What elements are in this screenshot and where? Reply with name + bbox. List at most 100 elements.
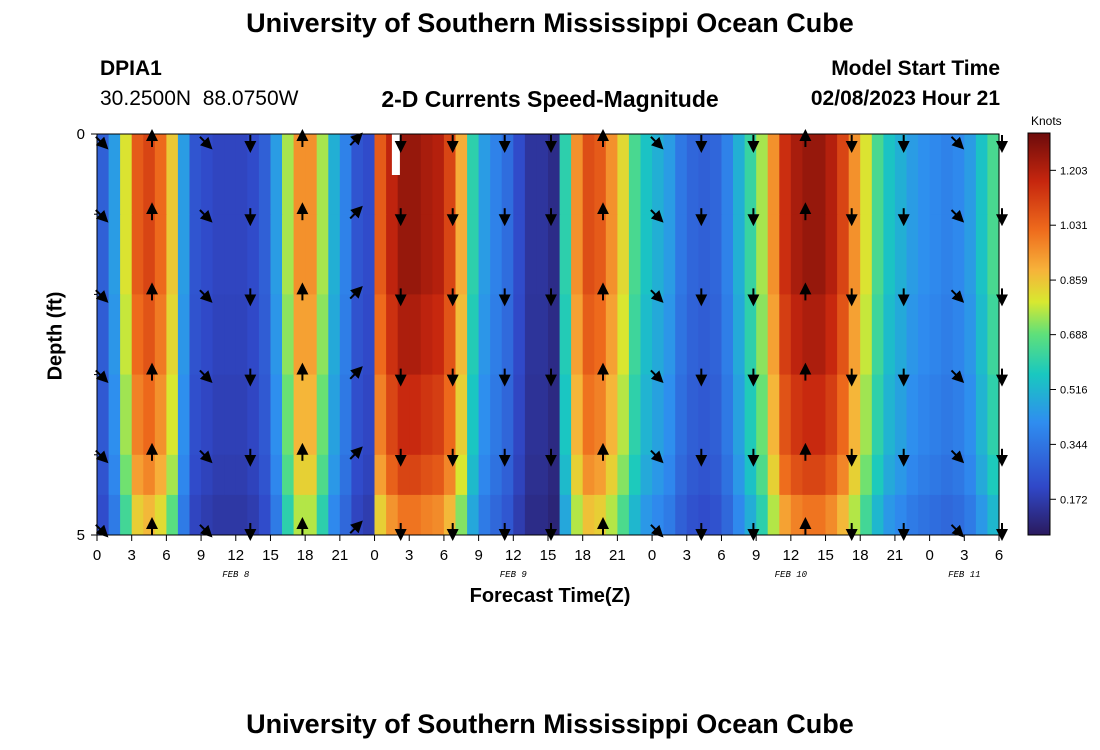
heatmap-cell (617, 374, 630, 456)
heatmap-cell (686, 214, 699, 295)
heatmap-cell (374, 214, 387, 295)
x-axis-label: Forecast Time(Z) (469, 585, 631, 607)
heatmap-cell (293, 454, 306, 496)
current-arrow (950, 289, 965, 303)
heatmap-cell (964, 454, 977, 496)
heatmap-cell (328, 294, 341, 375)
x-tick-label: 9 (474, 547, 482, 564)
date-label: FEB 10 (774, 570, 808, 580)
heatmap-cell (258, 454, 272, 496)
heatmap-cell (363, 294, 376, 375)
x-tick-label: 15 (540, 547, 557, 564)
heatmap-cell (952, 214, 965, 295)
heatmap-cell (860, 494, 873, 536)
heatmap-cell (177, 294, 191, 375)
x-tick-label: 15 (262, 547, 279, 564)
current-arrow (349, 520, 363, 534)
heatmap-cell (814, 494, 827, 536)
heatmap-cell (594, 454, 607, 496)
heatmap-cell (790, 134, 803, 215)
heatmap-cell (663, 294, 676, 375)
heatmap-cell (524, 454, 538, 496)
heatmap-cell (120, 454, 133, 496)
heatmap-cell (975, 294, 989, 375)
heatmap-cell (733, 134, 746, 215)
x-tick-label: 3 (405, 547, 413, 564)
heatmap-cell (282, 134, 295, 215)
heatmap-cell (825, 134, 838, 215)
heatmap-cell (97, 454, 110, 496)
heatmap-cell (432, 454, 445, 496)
heatmap-cell (293, 494, 306, 536)
heatmap-cell (293, 134, 306, 215)
x-tick-label: 0 (370, 547, 378, 564)
heatmap-cell (328, 454, 341, 496)
heatmap-cell (883, 494, 896, 536)
heatmap-cell (235, 494, 248, 536)
heatmap-cell (524, 134, 538, 215)
heatmap-cell (97, 494, 110, 536)
heatmap-cell (790, 454, 803, 496)
current-speed-chart: 05 0 3 6 9 12 15 18 21 0 3 6 9 12 15 18 21 0 3 6 9 12 15 18 21 0… (77, 126, 1088, 564)
current-arrow (950, 369, 965, 384)
heatmap-cell (733, 374, 746, 456)
heatmap-cell (837, 454, 850, 496)
heatmap-cell (709, 214, 723, 295)
heatmap-cell (952, 494, 965, 536)
heatmap-cell (744, 454, 757, 496)
current-arrow (349, 132, 363, 146)
heatmap-cell (490, 494, 503, 536)
heatmap-cell (663, 494, 676, 536)
heatmap-cell (814, 134, 827, 215)
x-tick-label: 18 (852, 547, 869, 564)
heatmap-cell (467, 214, 480, 295)
heatmap-cell (131, 134, 144, 215)
heatmap-cell (756, 494, 769, 536)
colorbar-tick-label: 0.688 (1060, 330, 1088, 342)
heatmap-cell (97, 214, 110, 295)
heatmap-cell (548, 294, 561, 375)
heatmap-cell (536, 374, 549, 456)
heatmap-cell (363, 454, 376, 496)
current-arrows (95, 129, 1008, 541)
heatmap-cell (582, 214, 595, 295)
heatmap-cell (108, 134, 121, 215)
heatmap-cell (235, 374, 248, 456)
heatmap-cell (524, 374, 538, 456)
heatmap-cell (628, 214, 642, 295)
heatmap-cell (363, 494, 376, 536)
heatmap-cell (640, 454, 653, 496)
heatmap-cell (605, 294, 618, 375)
heatmap-cell (108, 374, 121, 456)
heatmap-cell (721, 294, 734, 375)
heatmap-cell (305, 454, 318, 496)
heatmap-cell (420, 494, 433, 536)
heatmap-cell (756, 374, 769, 456)
heatmap-cell (802, 214, 815, 295)
heatmap-cell (108, 214, 121, 295)
heatmap-cell (293, 294, 306, 375)
heatmap-cell (409, 134, 422, 215)
heatmap-cell (721, 374, 734, 456)
heatmap-cell (652, 494, 665, 536)
heatmap-cell (906, 134, 919, 215)
heatmap-cell (293, 214, 306, 295)
heatmap-cell (652, 454, 665, 496)
heatmap-cell (305, 134, 318, 215)
heatmap-cell (941, 294, 954, 375)
heatmap-cell (941, 374, 954, 456)
heatmap-cell (733, 214, 746, 295)
heatmap-cell (640, 294, 653, 375)
heatmap-cell (189, 294, 202, 375)
y-tick-label: 5 (77, 527, 85, 544)
y-tick-label: 0 (77, 126, 85, 143)
heatmap-cell (906, 214, 919, 295)
heatmap-cell (397, 454, 410, 496)
heatmap-cell (501, 374, 514, 456)
heatmap-cell (177, 374, 191, 456)
heatmap-cell (97, 134, 110, 215)
heatmap-cell (536, 134, 549, 215)
heatmap-cell (455, 214, 468, 295)
heatmap-cell (559, 454, 572, 496)
heatmap-cell (282, 374, 295, 456)
